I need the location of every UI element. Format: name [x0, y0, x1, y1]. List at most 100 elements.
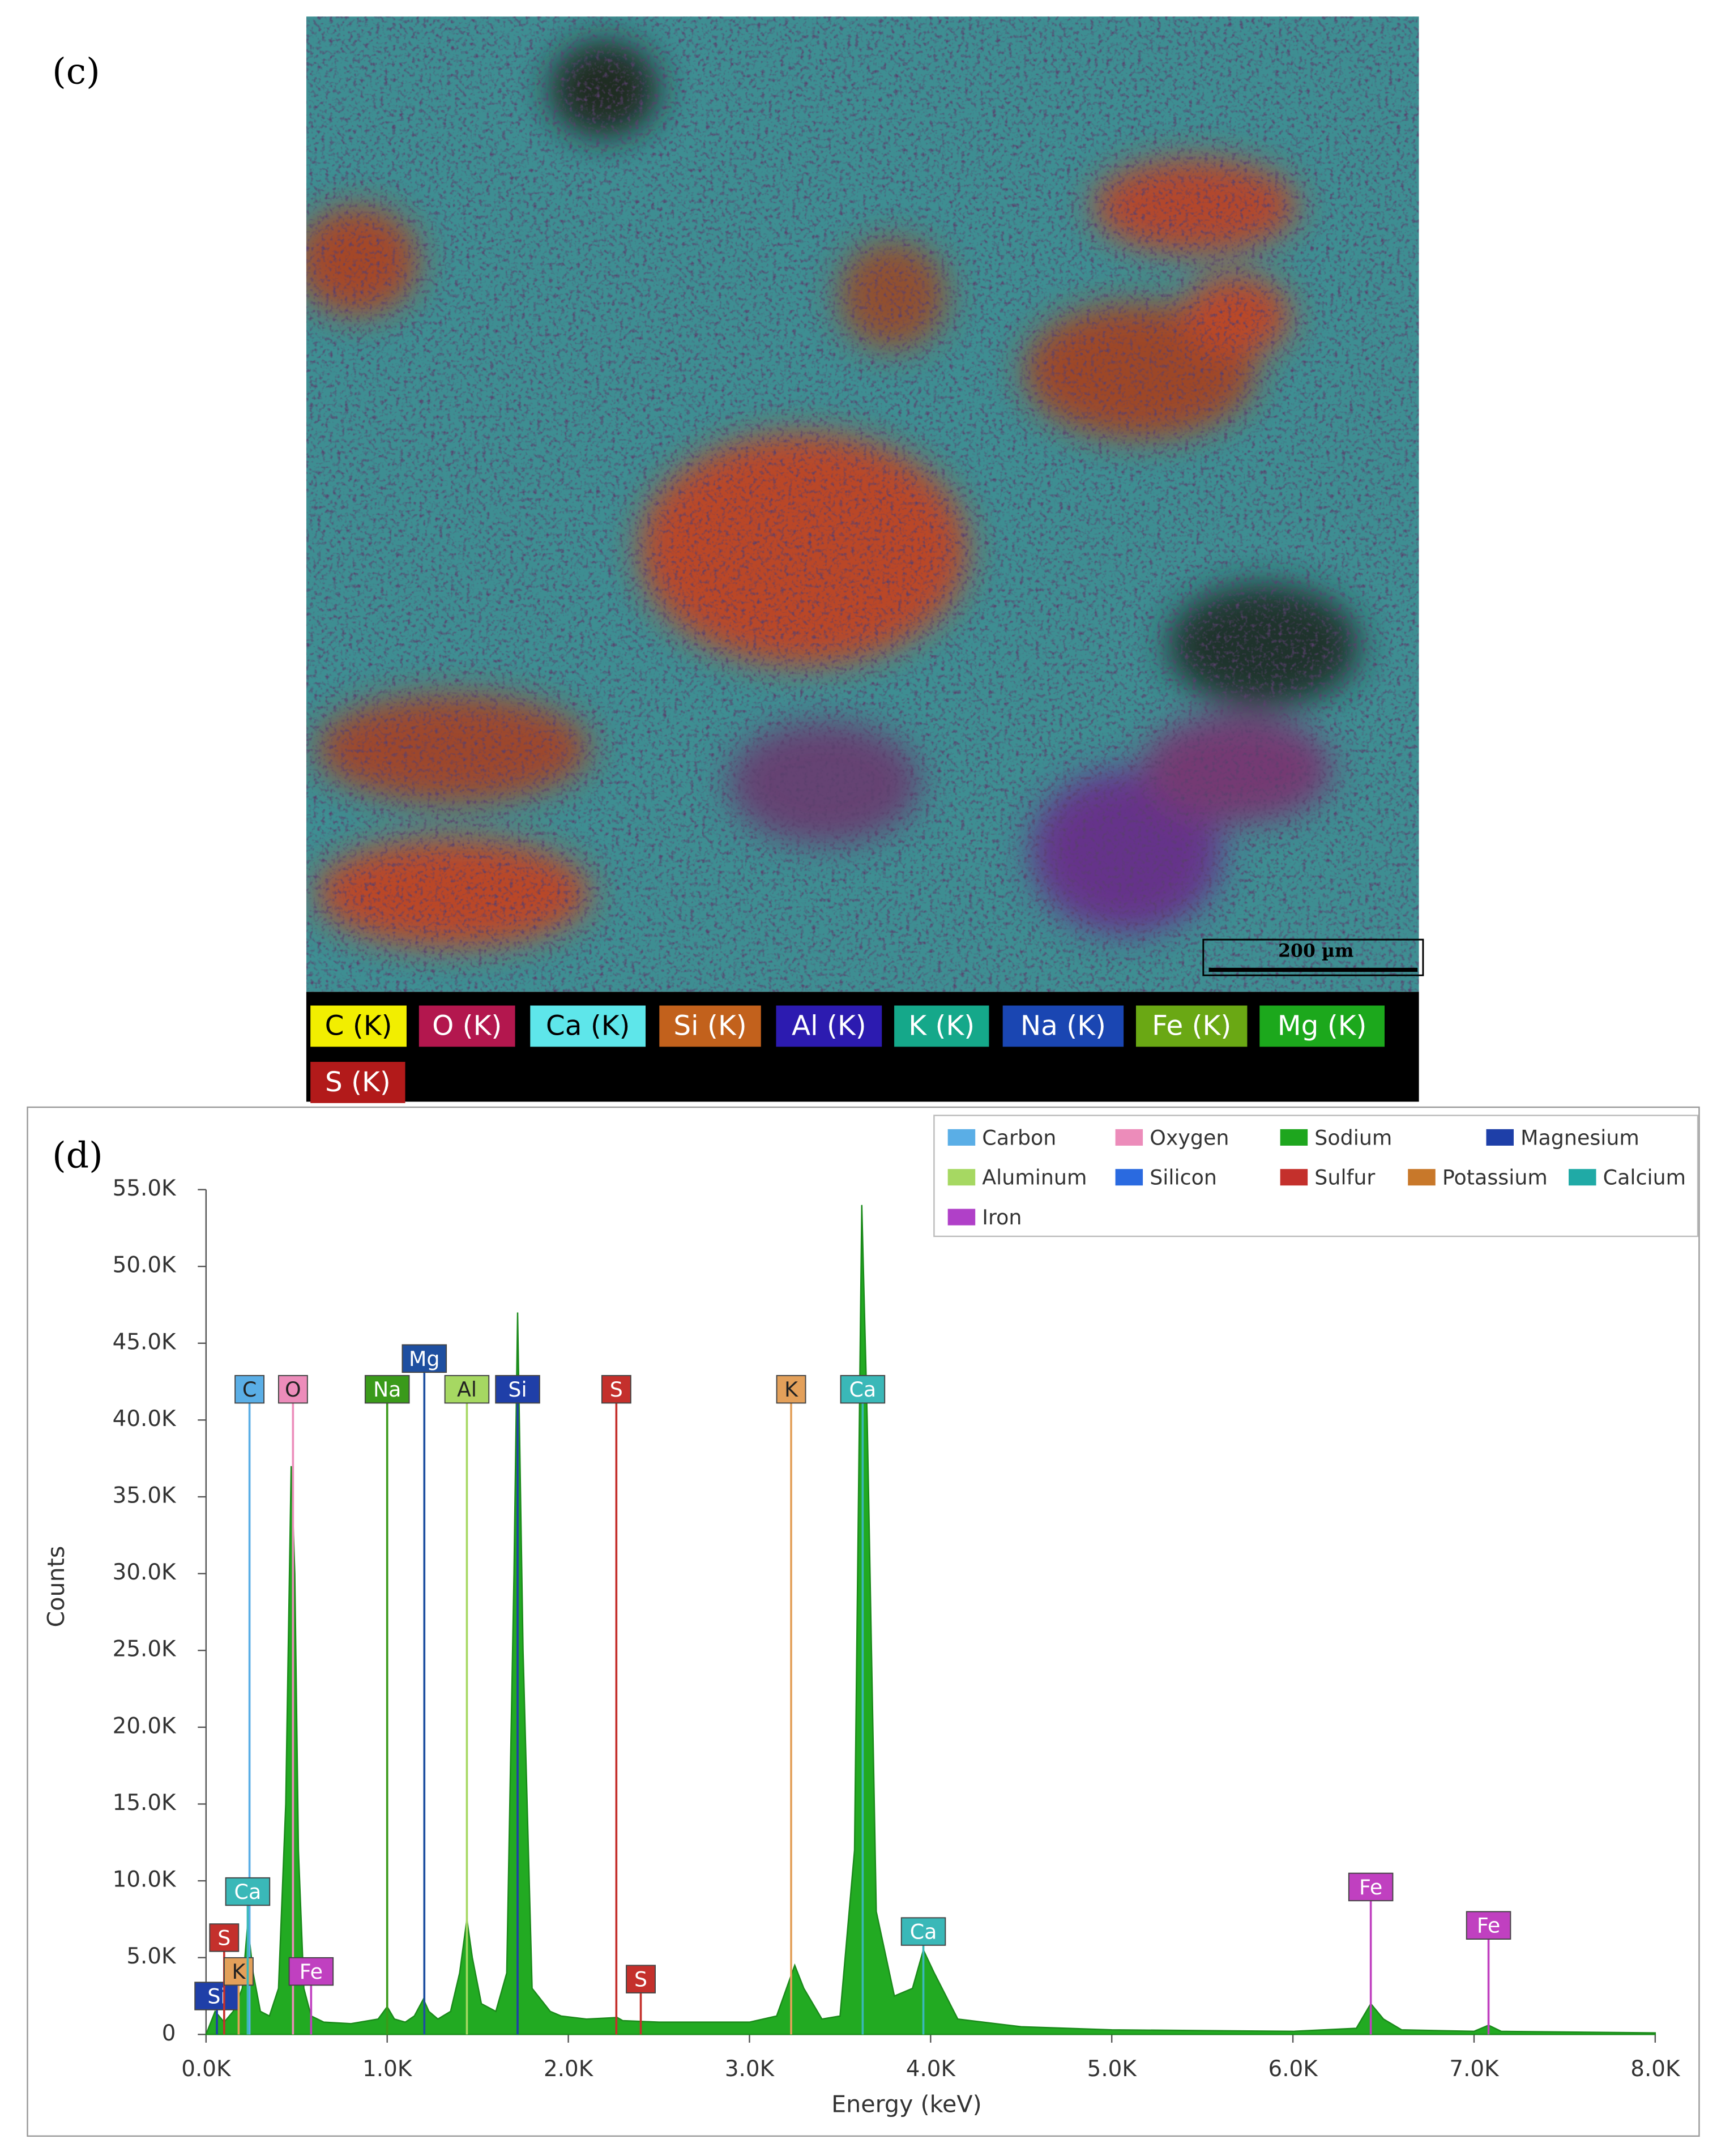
legend-label: Silicon: [1150, 1165, 1217, 1190]
legend-swatch: [1115, 1129, 1143, 1146]
element-tag: [277, 1374, 308, 1404]
element-tag: [444, 1374, 490, 1404]
element-label: Ca: [910, 1920, 937, 1944]
x-axis-label: Energy (keV): [831, 2090, 982, 2117]
panel-label: (d): [52, 1134, 103, 1176]
legend-swatch: [947, 1209, 976, 1226]
y-tick-label: 30.0K: [113, 1560, 177, 1585]
legend-swatch: [1280, 1169, 1308, 1186]
map-legend-swatch: [1259, 1005, 1385, 1047]
map-legend-swatch: [310, 1005, 407, 1047]
x-tick-label: 7.0K: [1449, 2056, 1500, 2082]
legend-label: Potassium: [1442, 1165, 1548, 1190]
element-label: Mg: [409, 1347, 439, 1371]
y-tick-label: 20.0K: [113, 1713, 177, 1739]
map-legend-label: Na (K): [1020, 1010, 1106, 1041]
element-tag: [1348, 1872, 1394, 1902]
element-label: Na: [373, 1377, 402, 1402]
element-label: Si: [508, 1377, 527, 1402]
x-tick-label: 0.0K: [181, 2056, 232, 2082]
map-legend-label: Fe (K): [1152, 1010, 1231, 1041]
legend-label: Sodium: [1314, 1125, 1392, 1150]
legend-swatch: [947, 1129, 976, 1146]
element-label: Fe: [1477, 1914, 1500, 1938]
map-legend-label: O (K): [432, 1010, 502, 1041]
element-label: Ca: [234, 1880, 262, 1904]
element-tag: [288, 1957, 334, 1986]
map-legend-label: Ca (K): [546, 1010, 630, 1041]
map-legend-swatch: [776, 1005, 882, 1047]
element-tag: [402, 1344, 447, 1373]
scale-bar-label: 200 µm: [1278, 940, 1353, 961]
element-label: Fe: [1359, 1875, 1382, 1899]
x-tick-label: 6.0K: [1268, 2056, 1319, 2082]
element-tag: [495, 1374, 540, 1404]
legend-label: Carbon: [982, 1125, 1056, 1150]
y-tick-label: 35.0K: [113, 1483, 177, 1509]
x-tick-label: 2.0K: [544, 2056, 594, 2082]
element-label: S: [610, 1377, 623, 1402]
legend-label: Calcium: [1603, 1165, 1686, 1190]
element-tag: [234, 1374, 265, 1404]
element-label: K: [784, 1377, 798, 1402]
legend-label: Magnesium: [1520, 1125, 1639, 1150]
y-tick-label: 45.0K: [113, 1329, 177, 1355]
map-legend-label: Mg (K): [1278, 1010, 1367, 1041]
element-tag: [840, 1374, 886, 1404]
element-label: K: [232, 1959, 246, 1984]
element-tag: [1466, 1911, 1511, 1940]
element-tag: [364, 1374, 410, 1404]
x-tick-label: 3.0K: [725, 2056, 775, 2082]
legend-swatch: [1280, 1129, 1308, 1146]
legend-swatch: [1486, 1129, 1514, 1146]
legend-swatch: [947, 1169, 976, 1186]
x-tick-label: 8.0K: [1630, 2056, 1681, 2082]
legend-label: Sulfur: [1314, 1165, 1375, 1190]
y-tick-label: 5.0K: [126, 1944, 177, 1969]
scale-bar-box: [1202, 938, 1424, 976]
y-tick-label: 40.0K: [113, 1406, 177, 1432]
legend-label: Iron: [982, 1205, 1022, 1229]
map-legend: C (K) O (K) Ca (K) Si (K) Al (K) K (K) Na (K) F…: [310, 1005, 1385, 1103]
map-legend-swatch: [530, 1005, 646, 1047]
map-texture: [306, 16, 1419, 992]
eds-map: [306, 16, 1419, 992]
element-label: Al: [457, 1377, 477, 1402]
legend-label: Aluminum: [982, 1165, 1087, 1190]
element-label: Ca: [849, 1377, 877, 1402]
x-tick-label: 5.0K: [1087, 2056, 1138, 2082]
y-tick-label: 50.0K: [113, 1253, 177, 1278]
map-legend-label: C (K): [325, 1010, 392, 1041]
element-label: C: [242, 1377, 257, 1402]
map-legend-label: K (K): [908, 1010, 975, 1041]
element-tag: [601, 1374, 631, 1404]
map-legend-swatch: [418, 1005, 515, 1047]
map-legend-swatch: [894, 1005, 989, 1047]
legend-label: Oxygen: [1150, 1125, 1229, 1150]
element-tag: [209, 1923, 240, 1952]
x-tick-label: 4.0K: [906, 2056, 956, 2082]
element-label: S: [217, 1926, 230, 1950]
y-tick-label: 10.0K: [113, 1867, 177, 1893]
element-tag: [194, 1982, 240, 2010]
element-tag: [900, 1917, 946, 1946]
legend-swatch: [1408, 1169, 1436, 1186]
map-legend-swatch: [1002, 1005, 1124, 1047]
map-legend-swatch: [310, 1061, 405, 1103]
element-label: O: [285, 1377, 301, 1402]
element-label: Fe: [300, 1959, 323, 1984]
panel-label: (c): [52, 50, 100, 92]
map-legend-label: Si (K): [673, 1010, 746, 1041]
y-tick-label: 15.0K: [113, 1790, 177, 1816]
legend-swatch: [1115, 1169, 1143, 1186]
map-legend-label: S (K): [325, 1066, 391, 1098]
map-legend-swatch: [659, 1005, 761, 1047]
x-tick-label: 1.0K: [362, 2056, 413, 2082]
legend-swatch: [1569, 1169, 1596, 1186]
y-tick-label: 55.0K: [113, 1176, 177, 1201]
map-legend-label: Al (K): [792, 1010, 866, 1041]
y-tick-label: 0: [162, 2021, 176, 2046]
y-tick-label: 25.0K: [113, 1637, 177, 1662]
map-legend-swatch: [1135, 1005, 1248, 1047]
